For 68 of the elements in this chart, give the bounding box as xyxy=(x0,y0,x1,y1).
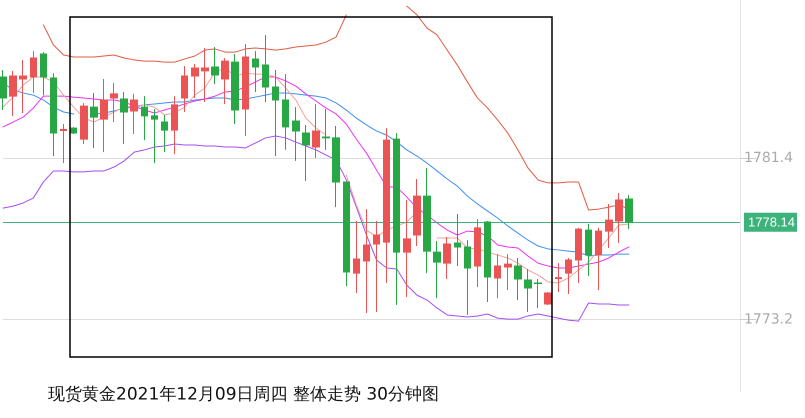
candlestick xyxy=(151,108,158,164)
candlestick xyxy=(130,93,138,135)
candlestick xyxy=(615,192,623,244)
candlestick xyxy=(201,47,209,102)
candlestick xyxy=(393,132,400,306)
candlestick xyxy=(262,34,269,102)
candlestick xyxy=(575,227,582,284)
ref-line-label: 1778.14 xyxy=(748,214,795,230)
candlestick xyxy=(19,59,27,114)
candlestick xyxy=(181,66,188,112)
candlestick xyxy=(454,213,461,267)
candlestick xyxy=(383,128,390,284)
candlestick xyxy=(211,46,219,85)
candlestick xyxy=(555,262,562,292)
candlestick xyxy=(585,224,592,277)
candlestick xyxy=(595,227,602,291)
candlestick xyxy=(413,178,421,247)
candlestick xyxy=(443,236,451,280)
candlestick xyxy=(534,278,542,309)
candlestick xyxy=(363,208,370,314)
candlestick xyxy=(40,52,47,96)
candlestick xyxy=(403,200,411,298)
candlestick xyxy=(0,69,7,111)
candlestick xyxy=(231,54,239,124)
candlestick xyxy=(514,257,522,301)
candlestick xyxy=(373,220,380,313)
candlestick xyxy=(50,72,57,157)
candlestick xyxy=(30,50,37,94)
candlestick xyxy=(282,74,289,150)
candlestick xyxy=(343,181,350,287)
candlestick xyxy=(191,64,199,99)
candlestick xyxy=(504,254,512,291)
candlestick xyxy=(433,240,441,299)
candlestick xyxy=(80,102,88,145)
candlestick xyxy=(524,268,532,313)
candlestick xyxy=(494,254,501,299)
candlestick xyxy=(60,123,67,164)
candlestick xyxy=(484,220,491,303)
candlestick xyxy=(252,50,259,92)
candlestick xyxy=(312,103,320,158)
candlestick xyxy=(100,78,108,153)
candlestick xyxy=(161,114,168,153)
candlestick xyxy=(292,106,300,162)
candlestick xyxy=(171,96,178,155)
candlestick xyxy=(605,203,613,248)
candlestick xyxy=(141,96,148,141)
candlestick xyxy=(474,218,481,288)
line-series xyxy=(2,135,630,322)
candlestick xyxy=(70,126,77,135)
candlestick xyxy=(110,82,118,123)
candlestick xyxy=(353,220,360,294)
candlestick xyxy=(544,291,552,306)
candlestick xyxy=(120,91,128,145)
candlestick xyxy=(90,92,98,148)
candlestick xyxy=(302,124,310,182)
y-tick-label: 1781.4 xyxy=(744,150,794,166)
candlestick xyxy=(242,44,249,136)
candlestick xyxy=(625,194,633,230)
candlestick xyxy=(9,70,17,116)
y-tick-label: 1773.2 xyxy=(744,311,793,328)
candlestick xyxy=(221,57,229,104)
candlestick xyxy=(565,257,572,294)
annotation: 现货黄金2021年12月09日周四 整体走势 30分钟图 xyxy=(48,384,439,404)
candlestick xyxy=(322,108,330,150)
candlestick xyxy=(332,125,340,208)
candlestick xyxy=(464,240,471,316)
candlestick xyxy=(423,168,431,274)
candlestick xyxy=(272,69,279,157)
